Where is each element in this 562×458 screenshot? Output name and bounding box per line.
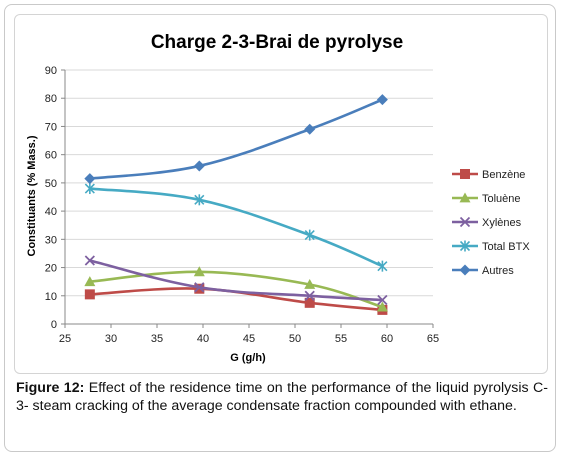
x-tick-label: 65 [427, 333, 439, 345]
figure-caption: Figure 12: Effect of the residence time … [16, 380, 548, 415]
data-point [376, 301, 388, 312]
legend: Benzène Toluène Xylènes Total BTX Autres [452, 169, 530, 277]
x-tick-label: 60 [381, 333, 393, 345]
data-point [304, 297, 315, 308]
line-chart: Charge 2-3-Brai de pyrolyse Constituants… [26, 32, 530, 364]
data-point [304, 123, 316, 135]
data-point [194, 194, 205, 206]
series-xyl-nes [84, 255, 388, 306]
series-line [88, 187, 384, 268]
series-autres [84, 94, 388, 185]
x-tick-label: 25 [59, 333, 71, 345]
legend-marker [460, 169, 470, 179]
data-point [194, 282, 205, 293]
legend-label: Total BTX [482, 241, 530, 253]
data-point [377, 260, 388, 272]
y-tick-label: 90 [45, 65, 57, 77]
legend-marker [459, 264, 471, 276]
x-tick-label: 40 [197, 333, 209, 345]
y-tick-label: 70 [45, 121, 57, 133]
x-tick-label: 45 [243, 333, 255, 345]
y-tick-label: 0 [51, 319, 57, 331]
y-tick-label: 60 [45, 150, 57, 162]
legend-marker [459, 216, 471, 228]
legend-label: Autres [482, 265, 514, 277]
legend-item: Benzène [452, 169, 525, 181]
legend-item: Autres [452, 264, 514, 277]
x-tick-label: 30 [105, 333, 117, 345]
data-point [193, 266, 205, 277]
data-point [84, 289, 95, 300]
data-point [84, 173, 96, 185]
y-tick-label: 80 [45, 93, 57, 105]
legend-item: Total BTX [452, 240, 530, 253]
y-tick-label: 50 [45, 178, 57, 190]
series-tolu-ne [84, 266, 388, 312]
gridlines [65, 69, 433, 297]
data-point [84, 255, 95, 266]
legend-item: Xylènes [452, 216, 522, 229]
y-tick-label: 10 [45, 291, 57, 303]
series-benz-ne [84, 283, 388, 315]
x-tick-label: 50 [289, 333, 301, 345]
data-point [376, 94, 388, 106]
x-tick-label: 35 [151, 333, 163, 345]
series-line [88, 270, 384, 309]
legend-item: Toluène [452, 192, 521, 205]
data-point [377, 294, 388, 306]
legend-label: Toluène [482, 193, 521, 205]
data-point [193, 160, 205, 172]
caption-label: Figure 12: [16, 380, 85, 396]
series-total-btx [84, 183, 388, 272]
y-axis-label: Constituants (% Mass.) [26, 135, 38, 256]
axes [61, 69, 434, 328]
data-point [304, 290, 315, 301]
tick-labels: 0 10 20 30 40 50 60 70 80 90 25 30 35 40 45 50 55 60 65 [45, 65, 439, 345]
y-tick-label: 40 [45, 206, 57, 218]
chart-area [14, 14, 548, 374]
legend-label: Xylènes [482, 217, 522, 229]
y-tick-label: 30 [45, 234, 57, 246]
legend-marker [459, 240, 471, 252]
data-point [304, 278, 316, 289]
data-point [84, 183, 95, 195]
series-group [84, 94, 388, 315]
caption-text: Effect of the residence time on the perf… [16, 380, 548, 414]
data-point [304, 229, 315, 241]
series-line [88, 259, 384, 302]
legend-marker [459, 192, 471, 203]
x-tick-label: 55 [335, 333, 347, 345]
series-line [88, 98, 384, 180]
x-axis-label: G (g/h) [230, 352, 266, 364]
data-point [84, 276, 96, 287]
chart-title: Charge 2-3-Brai de pyrolyse [151, 32, 403, 53]
y-tick-label: 20 [45, 263, 57, 275]
legend-label: Benzène [482, 169, 525, 181]
